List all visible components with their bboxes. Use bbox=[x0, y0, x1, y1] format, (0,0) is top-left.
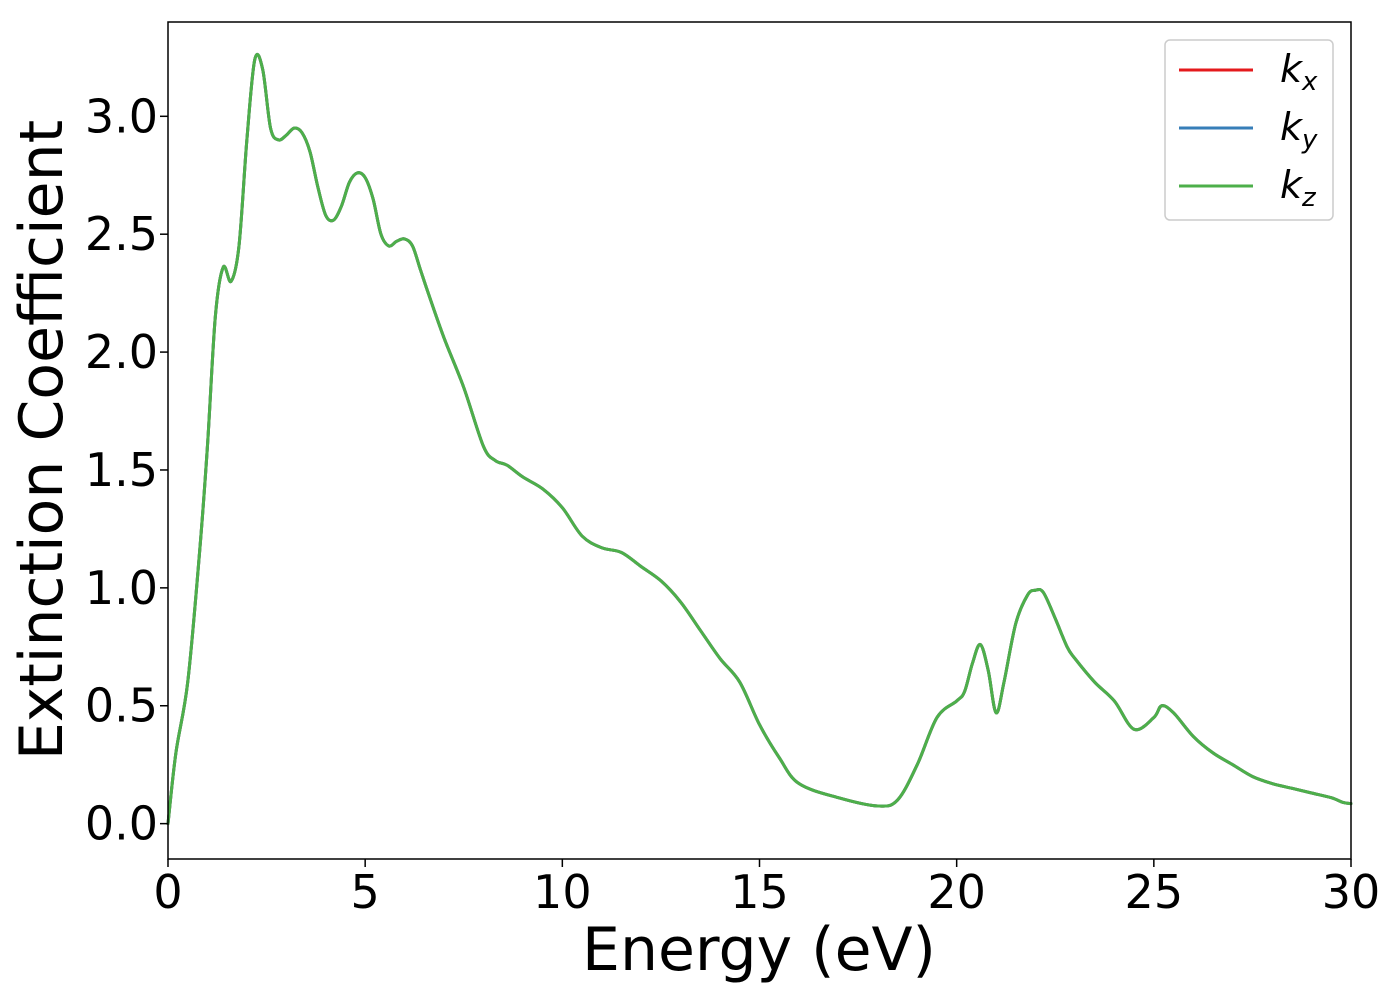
legend-label-kx: kx bbox=[1280, 47, 1318, 97]
x-tick-label: 0 bbox=[153, 865, 182, 919]
x-tick-label: 25 bbox=[1125, 865, 1184, 919]
y-axis-label: Extinction Coefficient bbox=[7, 120, 77, 760]
y-tick-label: 2.0 bbox=[85, 325, 158, 379]
y-tick-label: 1.0 bbox=[85, 561, 158, 615]
series-layer bbox=[166, 53, 1353, 826]
x-axis: 0 5 10 15 20 25 30 bbox=[153, 859, 1380, 919]
x-tick-label: 30 bbox=[1322, 865, 1381, 919]
legend-frame bbox=[1164, 39, 1334, 221]
legend-label-ky: ky bbox=[1280, 105, 1318, 155]
y-tick-label: 1.5 bbox=[85, 443, 158, 497]
x-tick-label: 10 bbox=[533, 865, 592, 919]
series-line-kz bbox=[166, 53, 1353, 826]
x-tick-label: 20 bbox=[927, 865, 986, 919]
legend: kx ky kz bbox=[1164, 39, 1334, 221]
x-tick-label: 5 bbox=[351, 865, 380, 919]
y-tick-label: 2.5 bbox=[85, 207, 158, 261]
x-tick-label: 15 bbox=[730, 865, 789, 919]
y-axis: 0.0 0.5 1.0 1.5 2.0 2.5 3.0 bbox=[85, 89, 168, 851]
y-tick-label: 0.0 bbox=[85, 797, 158, 851]
y-tick-label: 3.0 bbox=[85, 89, 158, 143]
legend-label-kz: kz bbox=[1280, 163, 1317, 213]
y-tick-label: 0.5 bbox=[85, 679, 158, 733]
x-axis-label: Energy (eV) bbox=[582, 915, 936, 985]
